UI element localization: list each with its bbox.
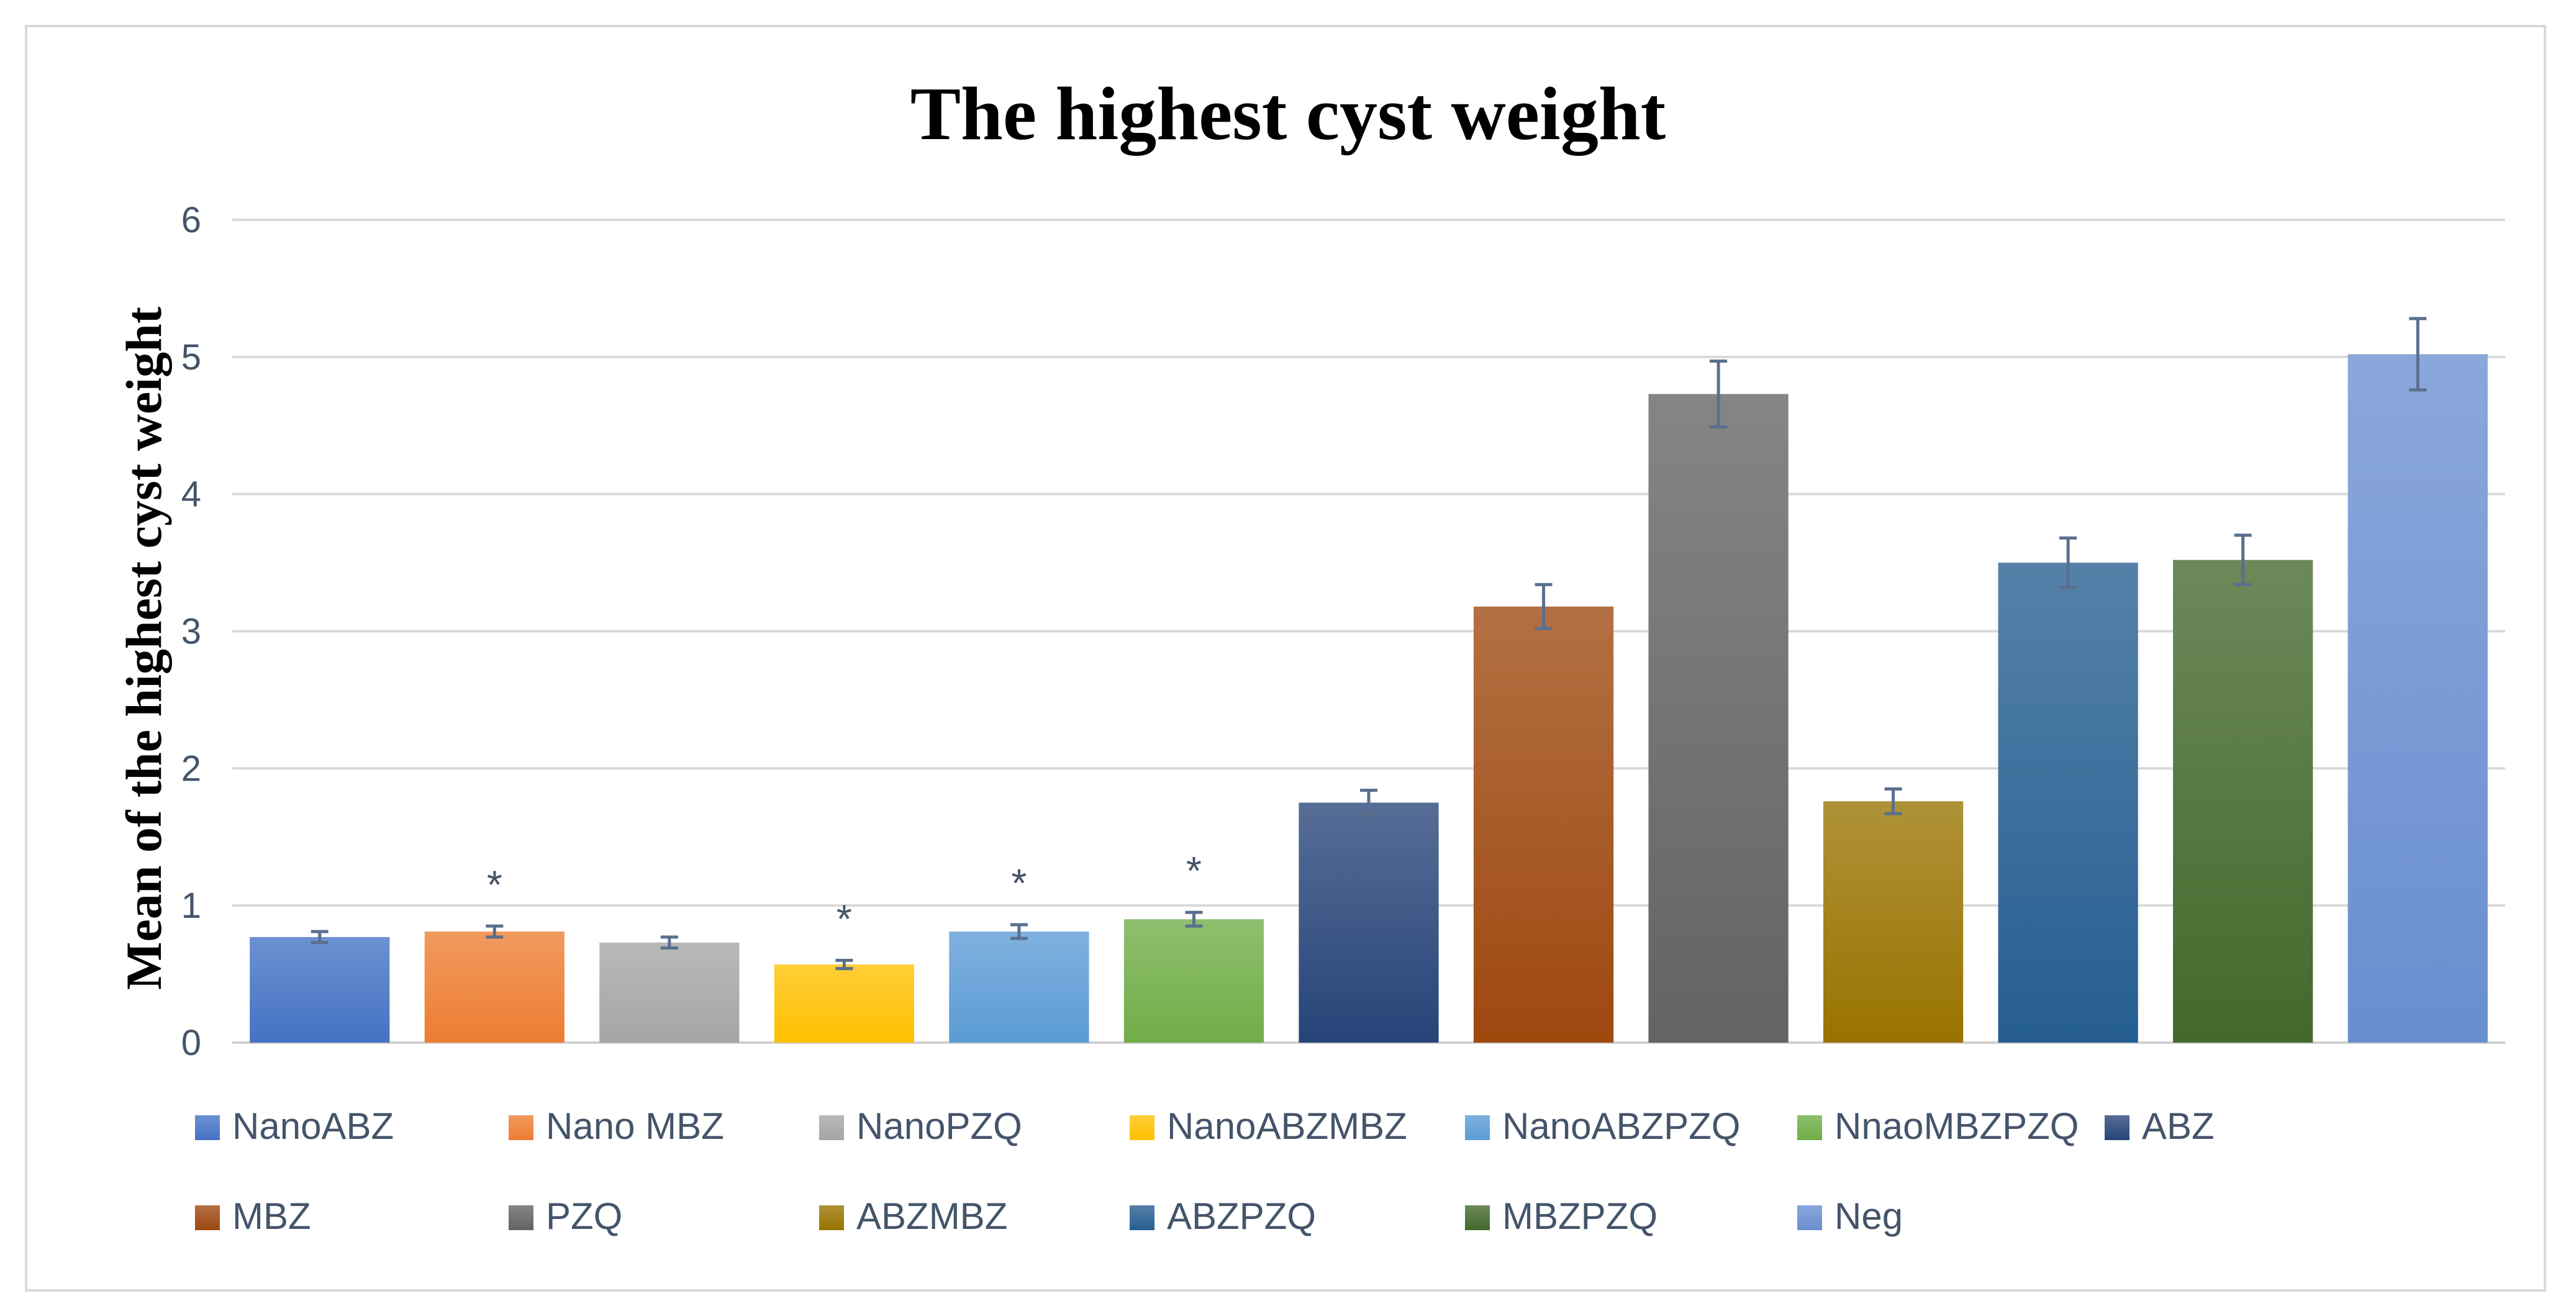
y-tick-label: 3: [181, 612, 201, 652]
bar-abzmbz: [1823, 801, 1964, 1043]
legend-swatch: [1130, 1115, 1154, 1140]
bar-nano-mbz: [424, 931, 565, 1043]
y-tick-label: 6: [181, 200, 201, 240]
gridlines: [232, 219, 2505, 1044]
bar-nanopzq: [599, 942, 740, 1043]
legend-swatch: [1465, 1205, 1490, 1230]
legend-label: MBZ: [232, 1195, 311, 1237]
significance-marker: *: [1186, 848, 1202, 893]
legend-label: NnaoMBZPZQ: [1834, 1105, 2079, 1147]
legend-swatch: [195, 1205, 220, 1230]
significance-marker: *: [487, 862, 502, 907]
y-tick-label: 4: [181, 474, 201, 515]
bar-nanoabzmbz: [774, 964, 914, 1043]
bar-nnaombzpzq: [1123, 919, 1264, 1043]
legend-label: Neg: [1834, 1195, 1903, 1237]
legend-label: NanoABZ: [232, 1105, 394, 1147]
significance-marker: *: [1011, 861, 1027, 905]
legend-label: ABZ: [2142, 1105, 2215, 1147]
y-axis-ticks: 0 1 2 3 4 5 6: [181, 200, 201, 1063]
legend-label: MBZPZQ: [1502, 1195, 1658, 1237]
legend-swatch: [195, 1115, 220, 1140]
y-tick-label: 0: [181, 1023, 201, 1063]
y-axis-label: Mean of the highest cyst weight: [116, 307, 172, 990]
bar-nanoabz: [250, 936, 390, 1043]
legend-swatch: [1130, 1205, 1154, 1230]
legend-swatch: [2105, 1115, 2129, 1140]
y-tick-label: 5: [181, 337, 201, 378]
bar-abzpzq: [1998, 563, 2138, 1043]
bar-pzq: [1648, 394, 1789, 1043]
bars: * * * *: [250, 317, 2488, 1043]
chart-title: The highest cyst weight: [910, 72, 1666, 156]
bar-nanoabzpzq: [949, 931, 1089, 1043]
legend-swatch: [509, 1205, 533, 1230]
legend-swatch: [1797, 1115, 1822, 1140]
legend-label: NanoABZPZQ: [1502, 1105, 1740, 1147]
bar-mbzpzq: [2173, 560, 2313, 1043]
legend-swatch: [1797, 1205, 1822, 1230]
legend-swatch: [819, 1115, 844, 1140]
legend-label: NanoABZMBZ: [1167, 1105, 1407, 1147]
legend-swatch: [819, 1205, 844, 1230]
bar-abz: [1299, 802, 1439, 1043]
legend-label: NanoPZQ: [856, 1105, 1022, 1147]
y-tick-label: 1: [181, 886, 201, 926]
chart-frame: The highest cyst weight Mean of the high…: [25, 25, 2546, 1292]
bar-chart: The highest cyst weight Mean of the high…: [116, 72, 2505, 1237]
legend-label: ABZMBZ: [856, 1195, 1007, 1237]
significance-marker: *: [837, 897, 852, 941]
legend-label: ABZPZQ: [1167, 1195, 1316, 1237]
legend-label: PZQ: [546, 1195, 622, 1237]
bar-mbz: [1473, 606, 1614, 1043]
legend-swatch: [509, 1115, 533, 1140]
legend-label: Nano MBZ: [546, 1105, 724, 1147]
bar-neg: [2347, 354, 2488, 1043]
legend-swatch: [1465, 1115, 1490, 1140]
legend: NanoABZ Nano MBZ NanoPZQ NanoABZMBZ NanoABZP…: [195, 1105, 2215, 1237]
y-tick-label: 2: [181, 748, 201, 789]
